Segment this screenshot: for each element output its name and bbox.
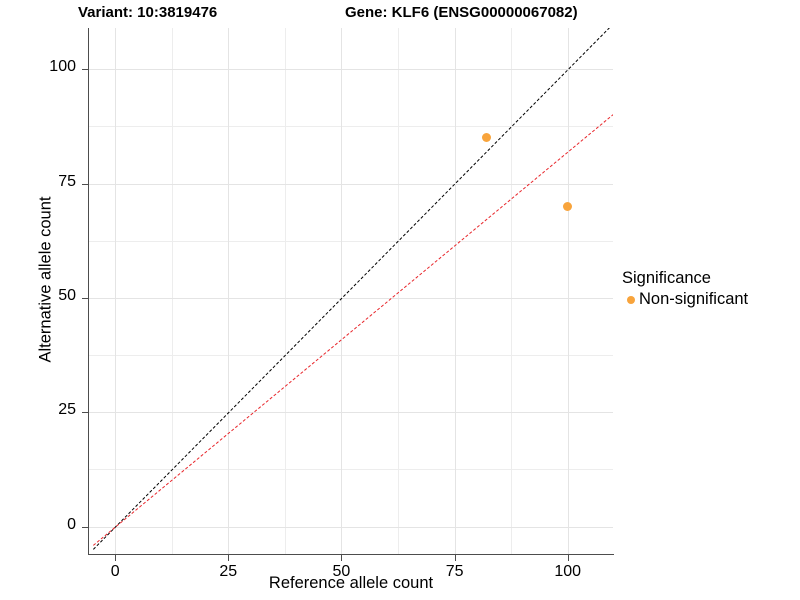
x-axis-tick: [115, 555, 116, 561]
x-axis-tick: [228, 555, 229, 561]
x-axis-tick: [341, 555, 342, 561]
y-axis-tick: [82, 412, 88, 413]
y-axis-line: [88, 28, 89, 555]
legend-item-label: Non-significant: [639, 290, 749, 308]
x-axis-tick: [568, 555, 569, 561]
reference-line-identity: [92, 28, 610, 551]
y-axis-tick-label: 25: [58, 401, 76, 419]
y-axis-tick: [82, 69, 88, 70]
reference-line-expected-ratio: [92, 113, 613, 547]
legend-item[interactable]: Non-significant: [622, 289, 797, 310]
gene-title: Gene: KLF6 (ENSG00000067082): [345, 4, 578, 21]
y-axis-tick-label: 0: [67, 515, 76, 533]
legend-title: Significance: [622, 269, 711, 287]
gridline-horizontal: [88, 69, 613, 71]
legend-items: Non-significant: [622, 289, 797, 310]
x-axis-tick-label: 75: [445, 563, 464, 580]
gridline-horizontal: [88, 469, 613, 471]
gridline-vertical: [171, 28, 173, 554]
gridline-vertical: [341, 28, 343, 554]
x-axis-tick-label: 50: [332, 563, 351, 580]
variant-title: Variant: 10:3819476: [78, 4, 218, 21]
y-axis-tick-label: 100: [49, 58, 76, 76]
gridline-vertical: [115, 28, 117, 554]
gridline-vertical: [567, 28, 569, 554]
gridline-horizontal: [88, 240, 613, 242]
filled-circle-icon: [622, 295, 639, 304]
y-axis-label: Alternative allele count: [36, 196, 55, 363]
legend: Significance Non-significant: [622, 268, 797, 310]
gridline-vertical: [284, 28, 286, 554]
gridline-horizontal: [88, 355, 613, 357]
gridline-horizontal: [88, 183, 613, 185]
gridline-vertical: [228, 28, 230, 554]
x-axis-tick-label: 100: [554, 563, 582, 580]
gridline-horizontal: [88, 297, 613, 299]
gridline-vertical: [398, 28, 400, 554]
x-axis-tick-label: 0: [110, 563, 120, 580]
x-axis-label: Reference allele count: [268, 574, 434, 592]
y-axis-tick: [82, 184, 88, 185]
gridline-horizontal: [88, 412, 613, 414]
gridline-horizontal: [88, 526, 613, 528]
chart-title-row: Variant: 10:3819476 Gene: KLF6 (ENSG0000…: [0, 4, 700, 26]
y-axis-tick-label: 50: [58, 286, 76, 304]
y-axis-tick: [82, 527, 88, 528]
x-axis-tick: [455, 555, 456, 561]
scatter-point: [481, 133, 491, 143]
gridline-horizontal: [88, 126, 613, 128]
scatter-point: [563, 201, 573, 211]
gridline-vertical: [454, 28, 456, 554]
legend-marker: [626, 295, 635, 304]
y-axis-tick: [82, 298, 88, 299]
gridline-vertical: [511, 28, 513, 554]
x-axis-tick-label: 25: [219, 563, 238, 580]
plot-panel: [88, 28, 613, 554]
y-axis-tick-label: 75: [58, 172, 76, 190]
x-axis-line: [88, 554, 614, 555]
